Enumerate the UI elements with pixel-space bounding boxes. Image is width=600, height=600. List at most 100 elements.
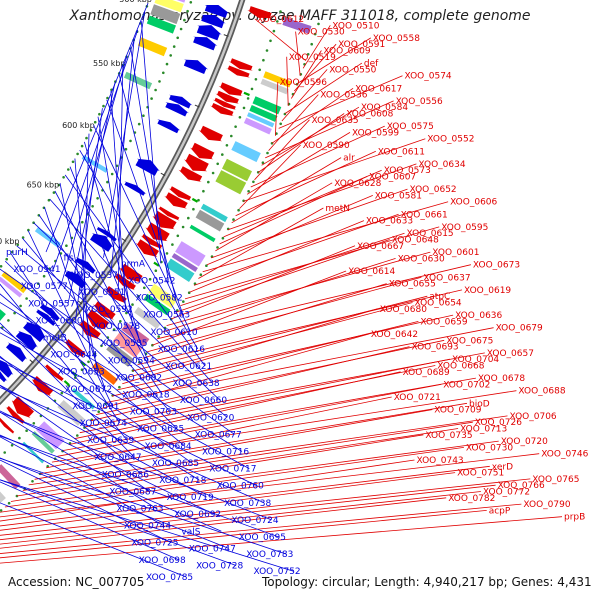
forward-gene-label: XOO_0688 — [518, 387, 565, 397]
forward-gene-arrow — [226, 65, 251, 78]
reverse-gene-label: XOO_0647 — [94, 453, 141, 463]
track-separator-dot — [19, 304, 22, 308]
forward-label-connector — [0, 484, 496, 541]
reverse-label-connector — [10, 253, 121, 424]
reverse-gene-label: XOO_0728 — [196, 562, 243, 572]
track-separator-dot — [131, 303, 134, 306]
track-separator-dot — [118, 385, 121, 389]
forward-gene-function-block — [0, 464, 21, 490]
forward-label-connector — [206, 195, 373, 266]
forward-gene-label: XOO_0702 — [443, 380, 490, 390]
reverse-gene-label: XOO_0744 — [124, 522, 171, 532]
forward-gene-arrow — [11, 396, 35, 418]
forward-label-connector — [211, 188, 408, 259]
reverse-gene-label: XOO_0752 — [254, 567, 301, 577]
reverse-gene-label: XOO_0610 — [150, 328, 197, 338]
reverse-gene-label: XOO_0785 — [146, 573, 193, 583]
reverse-gene-label: XOO_0674 — [80, 419, 127, 429]
forward-label-connector — [0, 472, 456, 531]
reverse-label-connector — [0, 332, 250, 469]
scale-tick — [160, 172, 166, 177]
forward-gene-label: metN — [325, 204, 350, 214]
track-separator-dot — [165, 62, 169, 66]
reverse-gene-label: XOO_0620 — [187, 413, 234, 423]
track-separator-dot — [230, 134, 233, 138]
forward-label-connector — [295, 31, 301, 76]
reverse-gene-label: XOO_0600 — [36, 316, 83, 326]
reverse-gene-label: XOO_0717 — [209, 465, 256, 475]
reverse-label-connector — [0, 481, 179, 561]
reverse-gene-label: XOO_0677 — [195, 430, 242, 440]
reverse-gene-label: XOO_0638 — [173, 379, 220, 389]
reverse-gene-label: XOO_0760 — [217, 482, 264, 492]
forward-gene-label: XOO_0611 — [378, 147, 425, 157]
forward-label-connector — [278, 75, 403, 129]
forward-gene-arrow — [218, 82, 243, 96]
forward-gene-function-block — [263, 71, 292, 88]
forward-gene-label: XOO_0730 — [466, 443, 513, 453]
forward-gene-label: XOO_0608 — [346, 110, 393, 120]
forward-label-connector — [223, 169, 382, 238]
forward-gene-label: XOO_0661 — [401, 210, 448, 220]
reverse-label-connector — [106, 99, 184, 315]
forward-gene-label: XOO_0678 — [478, 374, 525, 384]
track-separator-dot — [7, 319, 10, 322]
reverse-label-connector — [64, 174, 206, 367]
forward-label-connector — [215, 182, 333, 252]
reverse-gene-arrow — [15, 330, 38, 351]
reverse-gene-label: XOO_0686 — [102, 470, 149, 480]
track-separator-dot — [317, 22, 320, 26]
reverse-label-connector — [45, 3, 149, 253]
track-separator-dot — [172, 45, 176, 48]
reverse-gene-label: prmA — [121, 259, 146, 269]
forward-gene-label: XOO_0642 — [371, 330, 418, 340]
forward-gene-arrow — [190, 142, 215, 160]
track-separator-dot — [193, 282, 197, 286]
track-separator-dot — [91, 205, 94, 208]
reverse-gene-label: XOO_0747 — [189, 544, 236, 554]
forward-label-connector — [0, 447, 464, 513]
rna-feature-mark — [153, 261, 160, 267]
track-separator-dot — [60, 391, 64, 395]
scale-label: 650 kbp — [27, 181, 60, 190]
forward-gene-label: XOO_0637 — [423, 273, 470, 283]
forward-label-connector — [250, 125, 385, 188]
track-separator-dot — [47, 198, 51, 202]
reverse-gene-label: XOO_0541 — [13, 265, 60, 275]
reverse-gene-arrow — [201, 14, 226, 29]
reverse-label-connector — [0, 434, 222, 532]
scale-tick — [194, 104, 200, 108]
forward-label-connector — [254, 119, 310, 181]
forward-gene-function-block — [189, 224, 216, 243]
forward-label-connector — [127, 302, 413, 378]
track-separator-dot — [182, 300, 185, 303]
reverse-gene-label: XOO_0542 — [128, 277, 175, 287]
forward-gene-label: XOO_0746 — [541, 450, 588, 460]
forward-gene-arrow — [104, 286, 127, 304]
reverse-label-connector — [0, 326, 193, 464]
reverse-gene-arrow — [157, 119, 181, 134]
forward-label-connector — [0, 503, 522, 554]
reverse-gene-label: XOO_0585 — [100, 339, 147, 349]
scale-label: 600 kbp — [62, 121, 95, 130]
reverse-label-connector — [110, 38, 135, 275]
track-separator-dot — [262, 58, 265, 62]
forward-gene-label: XOO_0706 — [510, 412, 557, 422]
track-separator-dot — [98, 112, 101, 116]
reverse-gene-function-block — [123, 71, 153, 90]
reverse-gene-label: XOO_0577 — [21, 282, 68, 292]
reverse-gene-arrow — [135, 158, 160, 176]
track-separator-dot — [32, 422, 36, 425]
track-separator-dot — [137, 294, 140, 298]
reverse-label-connector — [130, 47, 169, 281]
track-separator-dot — [269, 39, 272, 43]
track-separator-dot — [18, 436, 21, 440]
reverse-label-connector — [0, 436, 165, 526]
forward-label-connector — [122, 308, 378, 385]
forward-gene-label: XOO_0573 — [384, 166, 431, 176]
track-separator-dot — [266, 151, 269, 155]
forward-label-connector — [51, 390, 517, 463]
track-separator-dot — [176, 36, 179, 40]
forward-gene-label: XOO_0607 — [369, 173, 416, 183]
reverse-gene-arrow — [0, 359, 14, 378]
